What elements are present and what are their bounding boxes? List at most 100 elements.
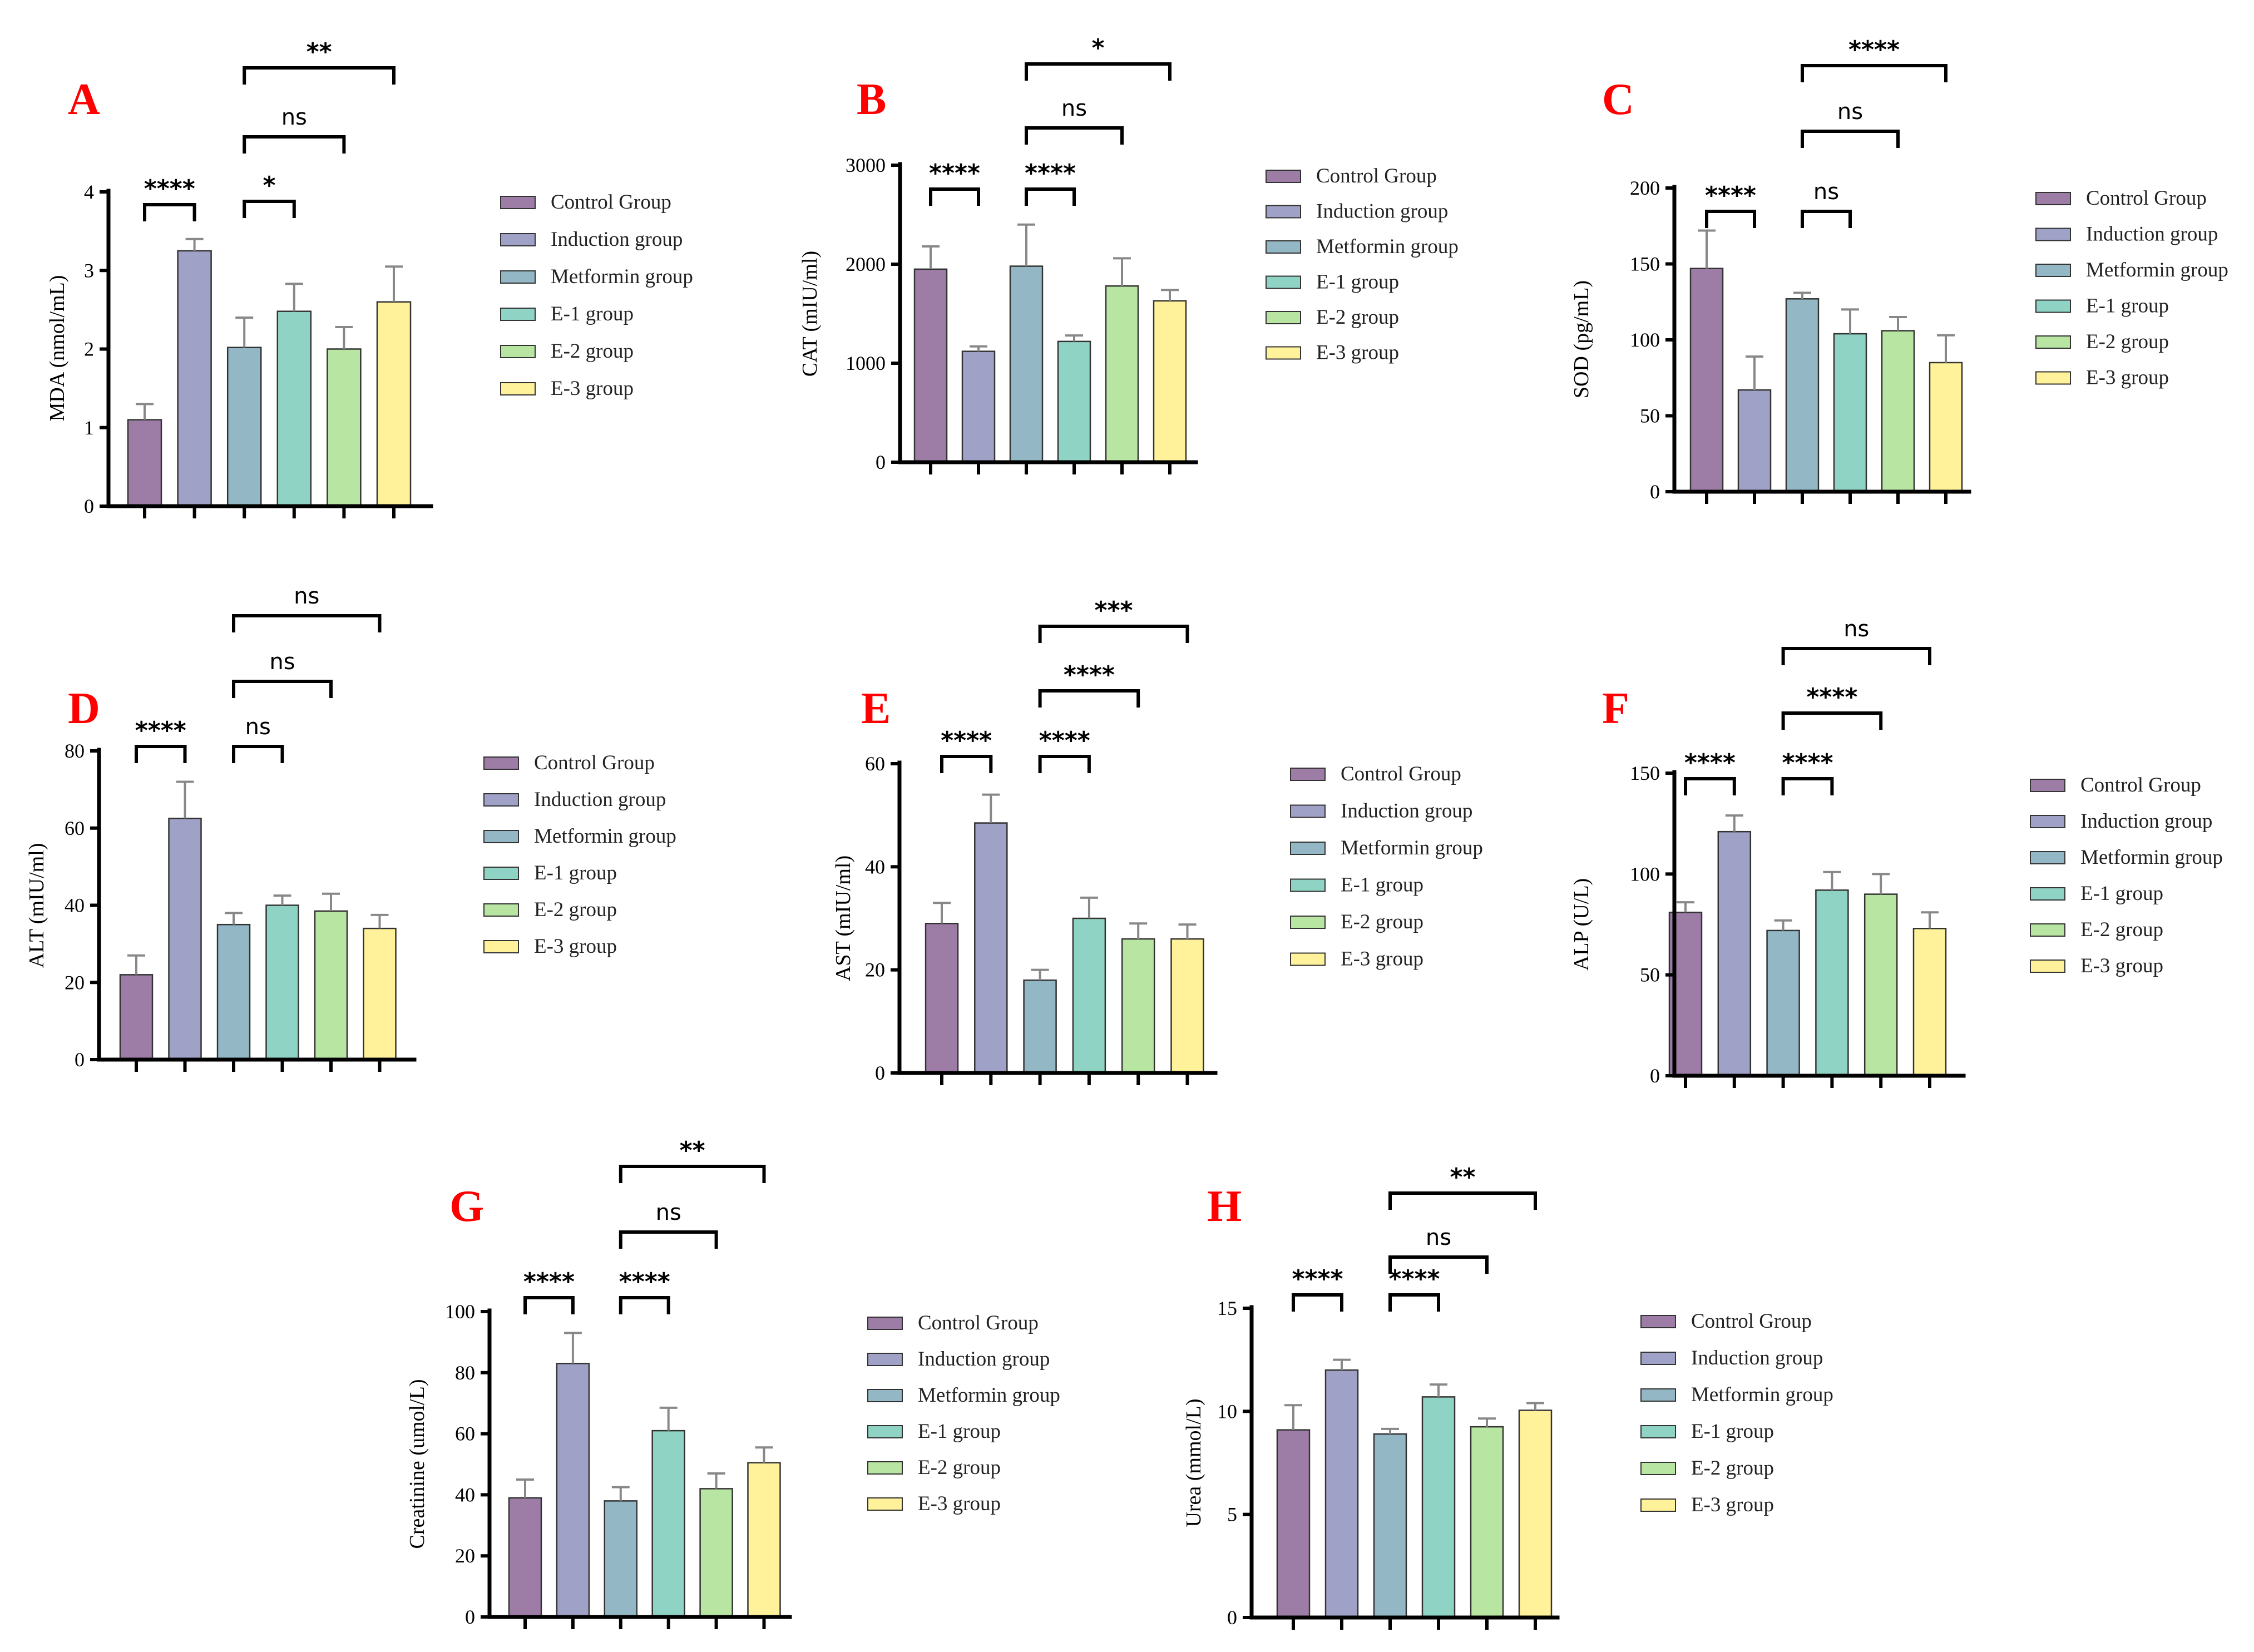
legend-swatch-5 — [2035, 335, 2071, 349]
legend-swatch-1 — [2035, 192, 2071, 205]
y-tick-label: 5 — [1227, 1503, 1237, 1526]
panel-label: B — [857, 75, 886, 124]
bar-2 — [961, 350, 996, 463]
significance-bracket — [1038, 689, 1140, 708]
y-tick-label: 100 — [1630, 329, 1660, 351]
bar-3 — [1785, 298, 1820, 493]
legend-swatch-4 — [867, 1425, 903, 1438]
bar-5 — [1881, 330, 1915, 493]
bar-4 — [1072, 917, 1106, 1074]
y-tick-label: 4 — [84, 181, 94, 203]
bar-6 — [376, 301, 412, 507]
legend-swatch-4 — [1640, 1425, 1676, 1438]
bar-4 — [651, 1430, 685, 1618]
legend-swatch-6 — [483, 940, 519, 953]
legend-label-6: E-3 group — [2080, 954, 2163, 977]
significance-label: * — [263, 171, 275, 200]
significance-bracket — [1781, 711, 1883, 730]
y-tick-label: 0 — [465, 1606, 475, 1628]
legend-swatch-2 — [2035, 227, 2071, 241]
y-tick-label: 3 — [84, 259, 94, 281]
significance-label: **** — [941, 726, 992, 755]
legend-swatch-3 — [867, 1389, 903, 1402]
significance-label: **** — [1782, 749, 1833, 777]
y-tick-label: 10 — [1217, 1400, 1237, 1422]
significance-bracket — [232, 745, 284, 763]
significance-bracket — [619, 1230, 718, 1249]
legend-swatch-3 — [2030, 851, 2065, 864]
significance-label: ns — [1426, 1225, 1451, 1250]
legend-label-2: Induction group — [1316, 200, 1448, 223]
y-tick-label: 0 — [1227, 1606, 1237, 1629]
significance-bracket — [619, 1296, 670, 1314]
legend-swatch-1 — [2030, 779, 2065, 792]
legend-label-5: E-2 group — [551, 340, 634, 363]
legend-label-6: E-3 group — [1316, 342, 1399, 364]
y-tick-label: 3000 — [846, 154, 886, 176]
significance-bracket — [135, 745, 187, 763]
legend-label-6: E-3 group — [1691, 1493, 1774, 1516]
significance-bracket — [1801, 64, 1947, 82]
legend-swatch-2 — [867, 1353, 903, 1366]
y-tick-label: 80 — [65, 740, 85, 762]
y-tick-label: 20 — [455, 1545, 475, 1567]
significance-bracket — [1388, 1191, 1537, 1210]
bar-4 — [265, 904, 299, 1061]
significance-label: **** — [929, 159, 980, 187]
bar-1 — [1689, 268, 1724, 493]
significance-bracket — [1388, 1293, 1440, 1312]
y-axis-label: ALT (mIU/ml) — [25, 843, 48, 968]
significance-label: ns — [1061, 96, 1087, 121]
panel-label: A — [68, 75, 100, 124]
significance-label: **** — [1388, 1265, 1440, 1293]
significance-bracket — [143, 203, 196, 221]
bar-6 — [1929, 362, 1963, 493]
bar-5 — [1121, 938, 1155, 1074]
y-tick-label: 20 — [65, 971, 85, 993]
panel-label: H — [1207, 1182, 1242, 1231]
legend-label-1: Control Group — [2086, 187, 2207, 210]
significance-label: **** — [1705, 181, 1756, 210]
legend-swatch-6 — [2035, 371, 2071, 385]
significance-label: **** — [144, 175, 195, 203]
legend-label-3: Metformin group — [2080, 846, 2223, 869]
bar-3 — [1766, 929, 1800, 1077]
y-axis-label: Creatinine (umol/L) — [406, 1379, 429, 1549]
bar-3 — [1009, 265, 1044, 463]
y-tick-label: 100 — [1630, 863, 1660, 885]
legend-label-3: Metformin group — [551, 265, 693, 288]
significance-bracket — [1684, 777, 1736, 795]
significance-bracket — [1038, 625, 1189, 643]
legend-swatch-4 — [2035, 299, 2071, 313]
legend-label-2: Induction group — [1691, 1347, 1823, 1369]
legend-label-5: E-2 group — [534, 898, 617, 921]
legend-swatch-4 — [1266, 275, 1301, 289]
significance-bracket — [232, 614, 382, 632]
legend-swatch-6 — [1640, 1498, 1676, 1512]
legend-swatch-1 — [500, 196, 536, 209]
legend-label-1: Control Group — [534, 751, 655, 774]
significance-bracket — [1038, 755, 1091, 773]
y-tick-label: 1000 — [846, 352, 886, 374]
chart-panel-f: F ALP (U/L) 0 50 100 150 **** **** **** ns Control… — [1570, 616, 2223, 1088]
y-axis-label: SOD (pg/mL) — [1570, 280, 1593, 398]
significance-bracket — [523, 1296, 575, 1314]
bar-2 — [168, 818, 202, 1061]
legend-label-4: E-1 group — [2080, 882, 2163, 905]
legend-label-3: Metformin group — [918, 1384, 1060, 1407]
y-tick-label: 1 — [84, 417, 94, 439]
bar-2 — [1324, 1369, 1359, 1619]
bar-6 — [1912, 928, 1947, 1077]
significance-bracket — [243, 200, 296, 218]
legend-label-3: Metformin group — [2086, 259, 2228, 281]
significance-bracket — [1801, 130, 1900, 148]
chart-panel-c: C SOD (pg/mL) 0 50 100 150 200 **** ns ns **** Cont… — [1570, 36, 2228, 504]
bar-1 — [1276, 1429, 1311, 1619]
legend-label-2: Induction group — [2080, 810, 2212, 833]
legend-label-3: Metformin group — [534, 825, 676, 848]
bar-5 — [1470, 1426, 1504, 1619]
legend-swatch-6 — [1266, 346, 1301, 360]
significance-bracket — [243, 135, 346, 154]
